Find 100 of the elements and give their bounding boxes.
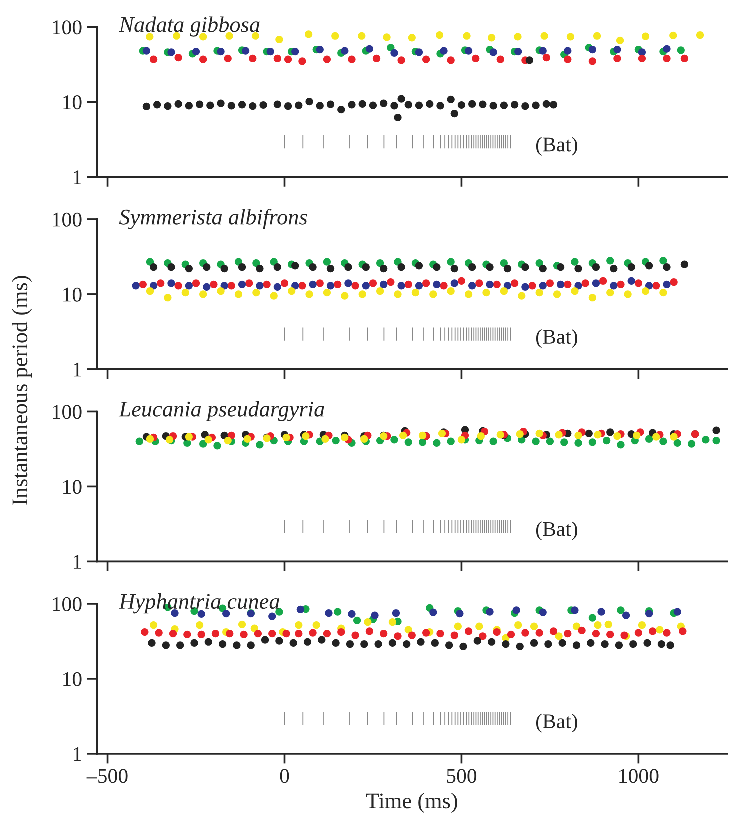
point (348, 610, 356, 618)
y-tick-label: 1 (74, 555, 82, 569)
point (415, 262, 424, 270)
series-label: (Bat) (536, 329, 578, 348)
point (450, 264, 458, 273)
point (238, 264, 246, 272)
point (546, 438, 554, 446)
point (522, 283, 530, 291)
point (522, 629, 530, 637)
point (380, 100, 388, 108)
point (176, 642, 184, 650)
point (398, 95, 406, 103)
point (200, 440, 208, 448)
point (550, 101, 558, 109)
point (224, 436, 232, 445)
point (192, 280, 200, 288)
point (412, 289, 420, 297)
y-tick-label: 1 (74, 170, 82, 184)
point (136, 438, 144, 446)
point (316, 102, 324, 110)
point (628, 264, 636, 272)
point (572, 642, 581, 650)
chart-title: Leucania pseudargyria (118, 401, 324, 422)
point (332, 436, 340, 445)
point (404, 626, 412, 634)
point (512, 606, 520, 614)
point (387, 44, 395, 52)
point (360, 435, 368, 444)
point (334, 280, 342, 288)
point (433, 439, 441, 448)
point (185, 282, 193, 290)
point (344, 280, 352, 288)
point (200, 56, 208, 64)
point (458, 436, 466, 444)
point (249, 102, 257, 110)
point (309, 280, 317, 288)
point (633, 432, 641, 440)
y-tick-label: 100 (53, 212, 82, 227)
point (323, 630, 332, 638)
point (464, 290, 473, 298)
point (274, 283, 282, 291)
point (536, 260, 544, 268)
point (169, 630, 178, 638)
point (468, 282, 476, 290)
point (458, 277, 466, 286)
point (394, 114, 402, 122)
point (415, 282, 424, 290)
point (296, 606, 304, 614)
point (418, 438, 427, 446)
point (323, 56, 332, 64)
point (274, 264, 282, 272)
point (268, 630, 276, 638)
point (598, 608, 606, 616)
series-label: (Bat) (536, 522, 578, 541)
point (614, 432, 622, 440)
x-tick-label: –500 (86, 769, 128, 784)
x-axis-title: Time (ms) (366, 792, 458, 814)
point (404, 101, 412, 109)
point (606, 630, 614, 638)
point (358, 290, 366, 298)
point (514, 48, 522, 56)
point (380, 280, 388, 288)
point (456, 610, 464, 618)
point (477, 432, 485, 440)
point (592, 280, 600, 288)
point (712, 436, 720, 445)
point (546, 280, 554, 288)
point (617, 441, 625, 449)
point (530, 622, 538, 630)
point (341, 292, 349, 300)
point (644, 639, 652, 648)
point (571, 288, 579, 296)
point (604, 620, 612, 628)
point (532, 438, 540, 446)
point (185, 433, 193, 441)
point (404, 280, 412, 288)
point (238, 101, 246, 109)
point (674, 608, 682, 616)
point (366, 628, 374, 636)
point (290, 639, 298, 648)
point (146, 435, 154, 444)
point (174, 282, 182, 290)
point (334, 608, 342, 616)
point (542, 100, 550, 108)
point (488, 638, 496, 646)
point (164, 294, 172, 302)
point (376, 260, 384, 268)
point (500, 260, 508, 268)
point (233, 642, 241, 650)
point (139, 280, 147, 288)
point (383, 34, 391, 42)
point (214, 442, 222, 450)
point (408, 34, 416, 42)
point (582, 280, 590, 288)
point (295, 102, 303, 110)
y-tick-label: 10 (64, 672, 82, 686)
point (252, 289, 260, 297)
point (274, 100, 282, 108)
point (674, 439, 682, 448)
point (522, 102, 530, 110)
